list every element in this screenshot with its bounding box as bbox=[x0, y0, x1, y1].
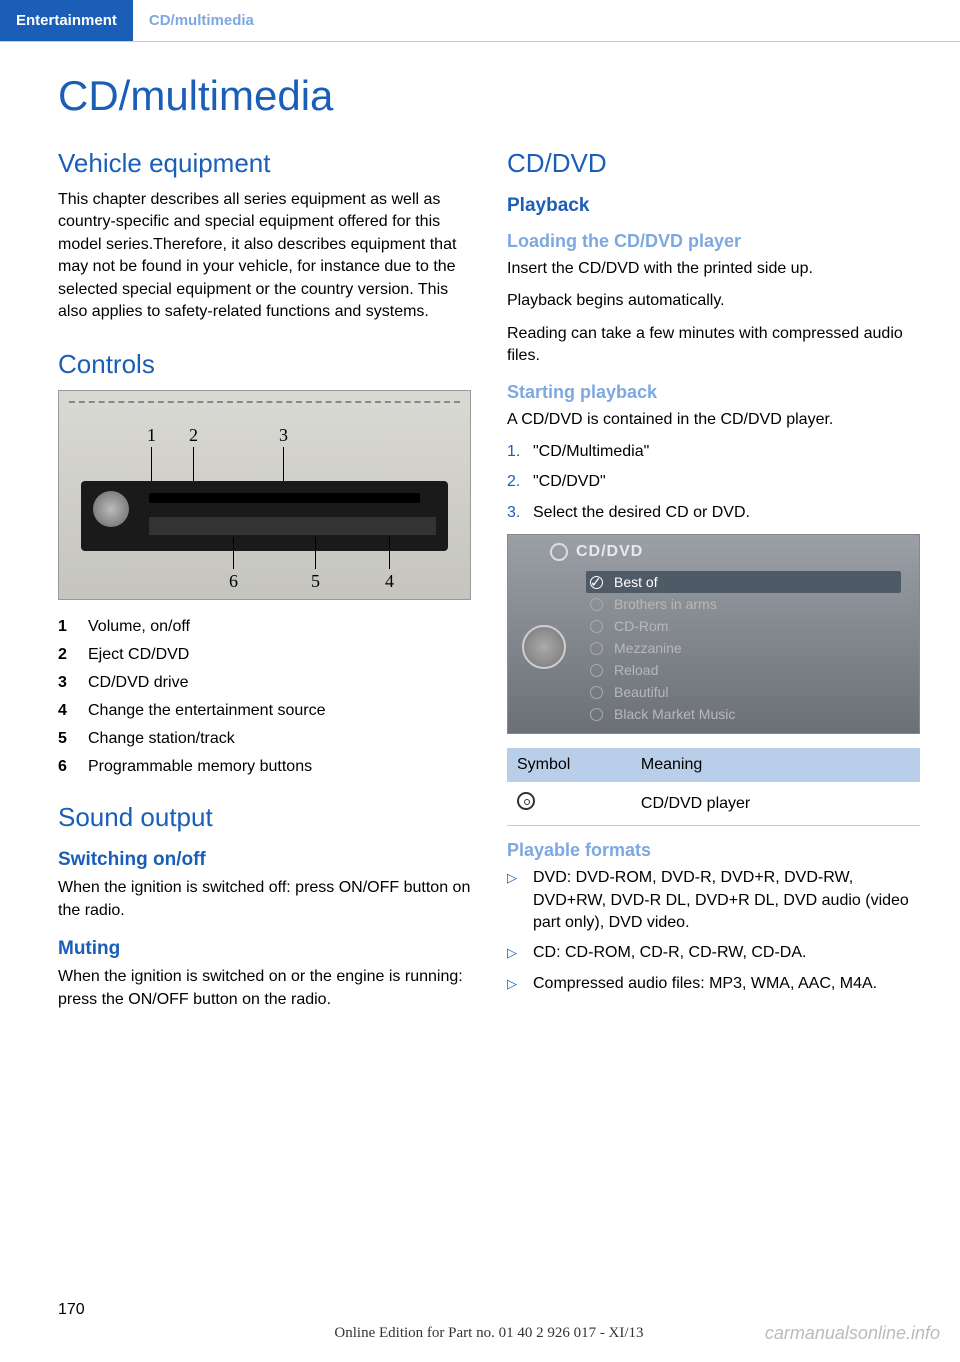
list-item: 5Change station/track bbox=[58, 730, 471, 748]
screen-item: CD-Rom bbox=[586, 615, 901, 637]
vehicle-equipment-text: This chapter describes all series equipm… bbox=[58, 189, 471, 323]
screen-item: Mezzanine bbox=[586, 637, 901, 659]
table-cell bbox=[507, 782, 631, 826]
loading-p2: Playback begins automatically. bbox=[507, 290, 920, 312]
heading-controls: Controls bbox=[58, 349, 471, 380]
cd-icon bbox=[517, 792, 535, 810]
list-item: ▷Compressed audio files: MP3, WMA, AAC, … bbox=[507, 973, 920, 995]
loading-p3: Reading can take a few minutes with comp… bbox=[507, 323, 920, 368]
table-header: Meaning bbox=[631, 748, 920, 782]
page-header: Entertainment CD/multimedia bbox=[0, 0, 960, 42]
screen-item: Brothers in arms bbox=[586, 593, 901, 615]
screen-image: CD/DVD ✓Best of Brothers in arms CD-Rom … bbox=[507, 534, 920, 734]
page-title: CD/multimedia bbox=[58, 72, 920, 120]
heading-playback: Playback bbox=[507, 195, 920, 217]
switching-text: When the ignition is switched off: press… bbox=[58, 877, 471, 922]
list-item: 2Eject CD/DVD bbox=[58, 646, 471, 664]
disc-icon bbox=[550, 543, 568, 561]
heading-vehicle-equipment: Vehicle equipment bbox=[58, 148, 471, 179]
controls-image: 1 2 3 6 5 4 bbox=[58, 390, 471, 600]
callout-1: 1 bbox=[147, 425, 156, 446]
heading-loading: Loading the CD/DVD player bbox=[507, 231, 920, 252]
list-item: 3CD/DVD drive bbox=[58, 674, 471, 692]
table-cell: CD/DVD player bbox=[631, 782, 920, 826]
callout-4: 4 bbox=[385, 571, 394, 592]
heading-sound-output: Sound output bbox=[58, 802, 471, 833]
heading-formats: Playable formats bbox=[507, 840, 920, 861]
starting-steps: 1."CD/Multimedia" 2."CD/DVD" 3.Select th… bbox=[507, 441, 920, 524]
list-item: 1Volume, on/off bbox=[58, 618, 471, 636]
starting-intro: A CD/DVD is contained in the CD/DVD play… bbox=[507, 409, 920, 431]
screen-list: ✓Best of Brothers in arms CD-Rom Mezzani… bbox=[586, 571, 901, 725]
right-column: CD/DVD Playback Loading the CD/DVD playe… bbox=[507, 148, 920, 1021]
screen-item: Beautiful bbox=[586, 681, 901, 703]
callout-5: 5 bbox=[311, 571, 320, 592]
screen-title: CD/DVD bbox=[576, 543, 643, 561]
controls-list: 1Volume, on/off 2Eject CD/DVD 3CD/DVD dr… bbox=[58, 618, 471, 776]
screen-item-selected: ✓Best of bbox=[586, 571, 901, 593]
loading-p1: Insert the CD/DVD with the printed side … bbox=[507, 258, 920, 280]
left-column: Vehicle equipment This chapter describes… bbox=[58, 148, 471, 1021]
table-header: Symbol bbox=[507, 748, 631, 782]
screen-item: Reload bbox=[586, 659, 901, 681]
formats-list: ▷DVD: DVD-ROM, DVD-R, DVD+R, DVD-RW, DVD… bbox=[507, 867, 920, 995]
list-item: ▷DVD: DVD-ROM, DVD-R, DVD+R, DVD-RW, DVD… bbox=[507, 867, 920, 934]
breadcrumb: CD/multimedia bbox=[133, 0, 270, 41]
screen-item: Black Market Music bbox=[586, 703, 901, 725]
list-item: ▷CD: CD-ROM, CD-R, CD-RW, CD-DA. bbox=[507, 942, 920, 964]
list-item: 6Programmable memory buttons bbox=[58, 758, 471, 776]
muting-text: When the ignition is switched on or the … bbox=[58, 966, 471, 1011]
page-content: CD/multimedia Vehicle equipment This cha… bbox=[0, 42, 960, 1041]
header-category: Entertainment bbox=[0, 0, 133, 41]
callout-6: 6 bbox=[229, 571, 238, 592]
list-item: 2."CD/DVD" bbox=[507, 471, 920, 493]
list-item: 3.Select the desired CD or DVD. bbox=[507, 502, 920, 524]
heading-muting: Muting bbox=[58, 938, 471, 960]
callout-3: 3 bbox=[279, 425, 288, 446]
controller-icon bbox=[522, 625, 566, 669]
callout-2: 2 bbox=[189, 425, 198, 446]
watermark: carmanualsonline.info bbox=[765, 1323, 940, 1344]
heading-cddvd: CD/DVD bbox=[507, 148, 920, 179]
heading-starting: Starting playback bbox=[507, 382, 920, 403]
list-item: 4Change the entertainment source bbox=[58, 702, 471, 720]
symbol-table: Symbol Meaning CD/DVD player bbox=[507, 748, 920, 826]
page-number: 170 bbox=[58, 1301, 920, 1319]
heading-switching: Switching on/off bbox=[58, 849, 471, 871]
list-item: 1."CD/Multimedia" bbox=[507, 441, 920, 463]
